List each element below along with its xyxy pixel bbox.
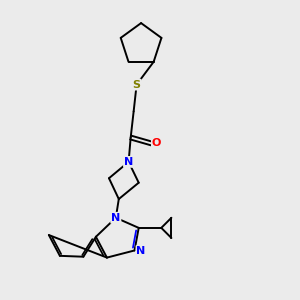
Text: N: N <box>136 246 146 256</box>
Text: N: N <box>124 157 133 167</box>
Text: S: S <box>133 80 141 90</box>
Text: N: N <box>111 213 120 223</box>
Text: O: O <box>152 138 161 148</box>
